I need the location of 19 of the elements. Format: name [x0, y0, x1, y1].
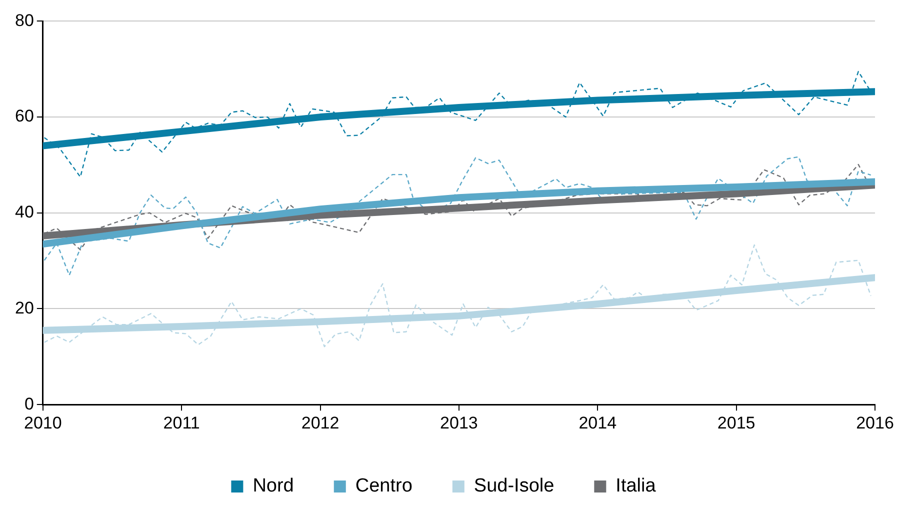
x-tick-label: 2011 [163, 413, 200, 432]
legend-label: Centro [355, 476, 412, 497]
line-series [44, 156, 872, 276]
line-series [44, 70, 872, 178]
x-tick-label: 2013 [440, 413, 478, 432]
y-tick-label: 40 [14, 202, 34, 222]
y-tick-label: 80 [14, 10, 34, 30]
x-tick-label: 2012 [301, 413, 340, 432]
legend-label: Sud-Isole [474, 476, 554, 497]
x-tick-label: 2016 [856, 413, 894, 432]
y-tick-label: 20 [14, 298, 34, 318]
legend-label: Italia [616, 476, 656, 497]
line-series [44, 244, 872, 348]
x-tick-label: 2014 [578, 413, 617, 432]
x-tick-label: 2010 [24, 413, 62, 432]
y-tick-label: 60 [14, 106, 34, 126]
x-tick-label: 2015 [717, 413, 756, 432]
legend-label: Nord [252, 476, 294, 497]
y-tick-label: 0 [24, 394, 34, 414]
